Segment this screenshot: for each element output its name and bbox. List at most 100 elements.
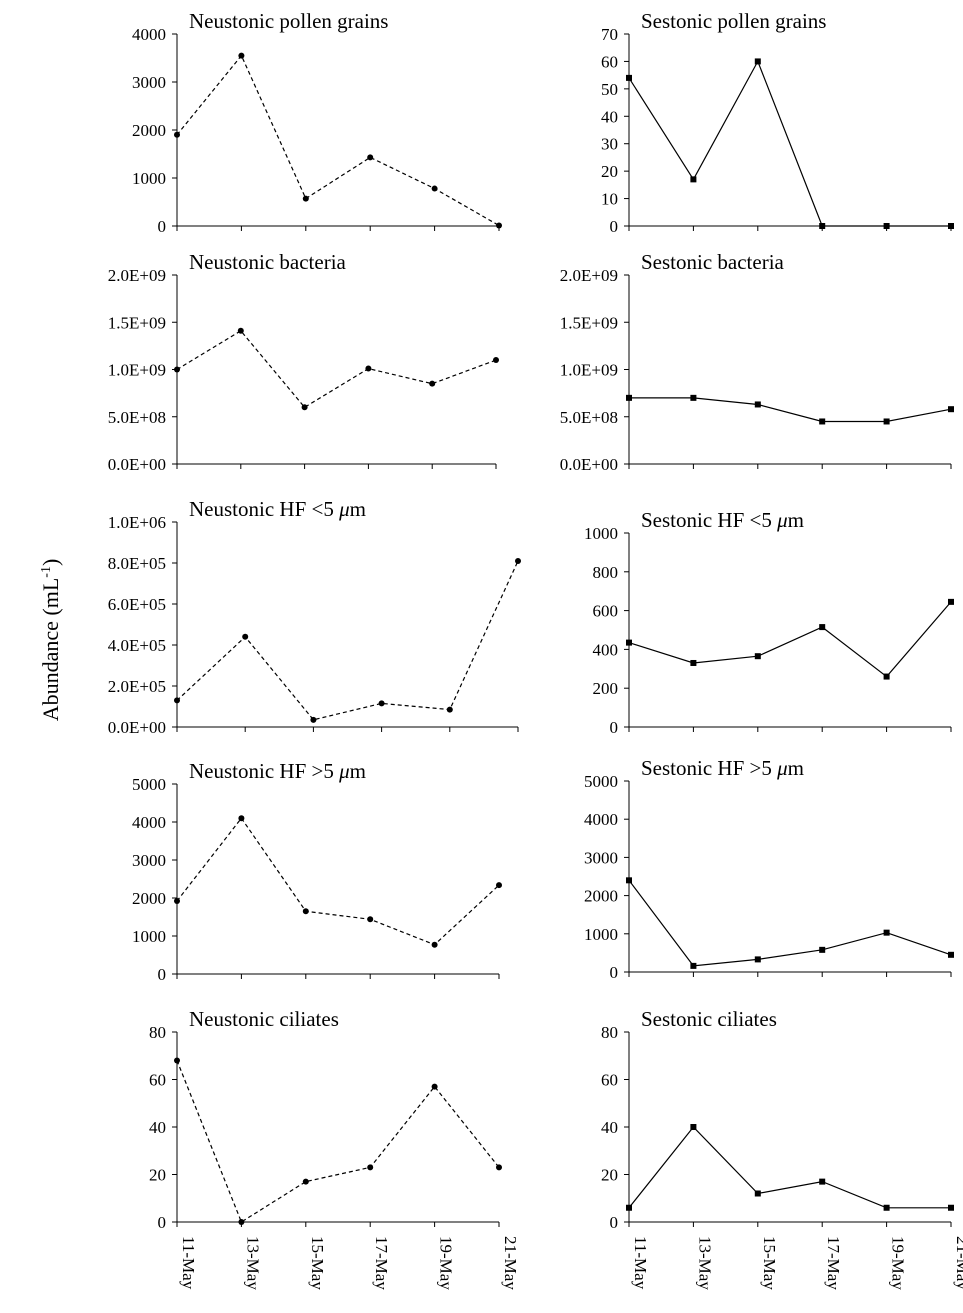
- data-point: [819, 946, 826, 953]
- series-line: [628, 1126, 951, 1209]
- y-tick-label: 2000: [132, 121, 166, 140]
- data-point: [367, 916, 374, 923]
- data-point: [690, 962, 697, 969]
- data-point: [754, 58, 761, 65]
- data-point: [174, 131, 180, 138]
- data-point: [626, 1204, 632, 1211]
- y-tick-label: 40: [601, 107, 618, 126]
- y-tick-label: 5000: [584, 772, 618, 791]
- data-point: [948, 1204, 954, 1211]
- y-tick-label: 2000: [132, 889, 166, 908]
- data-point: [626, 639, 632, 646]
- data-point: [515, 557, 521, 564]
- panel-2: Sestonic pollen grains 0 10 20 30 40 50 60 70: [601, 9, 954, 236]
- data-point: [754, 956, 761, 963]
- data-point: [174, 366, 180, 373]
- y-tick-label: 400: [593, 640, 619, 659]
- data-point: [819, 418, 826, 425]
- y-tick-label: 60: [601, 52, 618, 71]
- y-tick-label: 2.0E+09: [560, 266, 618, 285]
- y-tick-label: 3000: [584, 848, 618, 867]
- panel-title: Neustonic bacteria: [189, 250, 347, 274]
- x-tick-label: 15-May: [760, 1236, 779, 1290]
- y-tick-label: 50: [601, 80, 618, 99]
- data-point: [496, 882, 502, 889]
- y-tick-label: 60: [601, 1071, 618, 1090]
- x-tick-label: 21-May: [953, 1236, 963, 1290]
- panel-1: Neustonic pollen grains 0 1000 2000 3000 4000: [132, 9, 502, 236]
- panel-title: Sestonic HF >5 μm: [641, 756, 804, 780]
- y-tick-label: 0: [610, 1213, 619, 1232]
- data-point: [431, 1083, 438, 1090]
- y-tick-label: 4.0E+05: [108, 636, 166, 655]
- y-tick-label: 1.0E+09: [108, 361, 166, 380]
- data-point: [948, 951, 954, 958]
- x-tick-label: 11-May: [631, 1236, 650, 1290]
- data-point: [883, 418, 890, 425]
- data-point: [626, 74, 632, 81]
- y-tick-label: 10: [601, 190, 618, 209]
- data-point: [238, 815, 245, 822]
- y-tick-label: 40: [601, 1118, 618, 1137]
- data-point: [302, 1178, 309, 1185]
- y-tick-label: 4000: [584, 810, 618, 829]
- y-tick-label: 5.0E+08: [560, 408, 618, 427]
- panel-title: Neustonic HF <5 μm: [189, 497, 366, 521]
- panel-6: Sestonic HF <5 μm 0 200 400 600 800 1000: [584, 508, 954, 737]
- panel-5: Neustonic HF <5 μm 0.0E+00 2.0E+05 4.0E+05 6…: [108, 497, 521, 737]
- series-line: [176, 330, 497, 409]
- data-point: [496, 1164, 502, 1171]
- series-line: [176, 1060, 500, 1223]
- y-tick-label: 0: [158, 965, 167, 984]
- y-tick-label: 80: [149, 1023, 166, 1042]
- panels-group: Neustonic pollen grains01000200030004000…: [108, 9, 963, 1290]
- y-tick-label: 0: [158, 1213, 167, 1232]
- panel-title: Neustonic pollen grains: [189, 9, 388, 33]
- data-point: [819, 1178, 826, 1185]
- series-line: [629, 397, 952, 423]
- data-point: [431, 941, 438, 948]
- y-tick-label: 4000: [132, 813, 166, 832]
- y-tick-label: 2.0E+09: [108, 266, 166, 285]
- panel-title: Sestonic HF <5 μm: [641, 508, 804, 532]
- y-axis-label-close: ): [38, 559, 63, 566]
- x-tick-label: 17-May: [824, 1236, 843, 1290]
- y-tick-label: 1000: [132, 169, 166, 188]
- y-tick-label: 20: [149, 1166, 166, 1185]
- data-point: [302, 195, 309, 202]
- y-tick-label: 0: [610, 718, 619, 737]
- data-point: [310, 716, 317, 723]
- y-tick-label: 600: [593, 602, 619, 621]
- data-point: [174, 697, 180, 704]
- panel-title: Sestonic pollen grains: [641, 9, 826, 33]
- y-tick-label: 0: [610, 217, 619, 236]
- data-point: [626, 877, 632, 884]
- series-line: [176, 54, 500, 227]
- y-tick-label: 0.0E+00: [108, 718, 166, 737]
- y-tick-label: 1.5E+09: [108, 313, 166, 332]
- y-tick-label: 70: [601, 25, 618, 44]
- y-tick-label: 1000: [132, 927, 166, 946]
- data-point: [690, 659, 697, 666]
- y-tick-label: 0: [610, 963, 619, 982]
- y-tick-label: 20: [601, 162, 618, 181]
- data-point: [819, 223, 826, 229]
- y-tick-label: 3000: [132, 73, 166, 92]
- series-line: [628, 879, 952, 967]
- y-tick-label: 4000: [132, 25, 166, 44]
- y-tick-label: 800: [593, 563, 619, 582]
- series-line: [628, 601, 952, 678]
- data-point: [378, 700, 385, 707]
- data-point: [948, 598, 954, 605]
- y-tick-label: 1.5E+09: [560, 313, 618, 332]
- y-tick-label: 1.0E+09: [560, 361, 618, 380]
- panel-title: Sestonic ciliates: [641, 1007, 777, 1031]
- data-point: [174, 1057, 180, 1064]
- panel-8: Sestonic HF >5 μm 0 1000 2000 3000 4000 5000: [584, 756, 954, 982]
- y-tick-label: 2000: [584, 887, 618, 906]
- y-tick-label: 200: [593, 679, 619, 698]
- data-point: [238, 1219, 245, 1225]
- data-point: [301, 404, 308, 411]
- y-axis-label: Abundance (mL-1): [38, 559, 63, 722]
